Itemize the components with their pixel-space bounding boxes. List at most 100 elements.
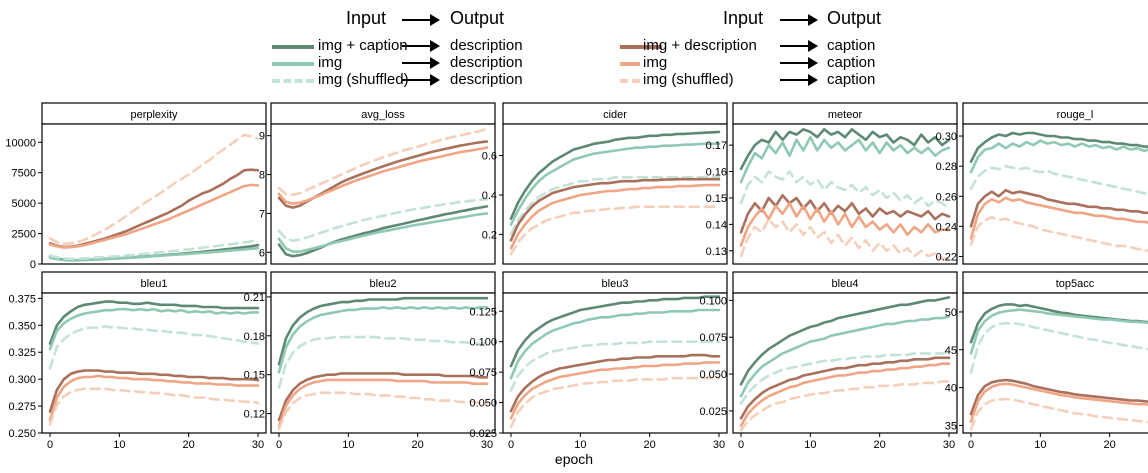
x-tick-label: 10 — [574, 439, 586, 451]
panel-avg_loss: avg_loss 6 7 8 9 — [259, 102, 496, 265]
y-tick-label: 0.30 — [936, 131, 957, 143]
panel-bleu4: bleu4 0.025 0.050 0.075 0.100 0 10 20 30 — [699, 271, 958, 451]
series-line-img_caption_to_description — [277, 296, 489, 366]
y-tick-label: 0.22 — [936, 251, 957, 263]
series-line-img_caption_to_description — [509, 295, 721, 368]
series-line-img_to_caption — [48, 183, 260, 249]
series-line-img_to_description — [509, 308, 721, 380]
series-line-img_description_to_caption — [969, 378, 1148, 416]
y-tick-label: 0.26 — [936, 191, 957, 203]
arrow-right-icon — [402, 40, 440, 52]
series-line-img_shuffled_to_description — [509, 175, 721, 236]
x-tick-label: 10 — [804, 439, 816, 451]
x-tick-label: 10 — [342, 439, 354, 451]
arrow-right-icon — [780, 57, 818, 69]
x-tick-label: 20 — [644, 439, 656, 451]
y-tick-label: 7500 — [12, 168, 36, 180]
series-line-img_description_to_caption — [969, 188, 1148, 228]
x-tick-label: 20 — [183, 439, 195, 451]
x-tick-label: 30 — [252, 439, 264, 451]
y-tick-label: 0.18 — [244, 331, 265, 343]
y-tick-label: 9 — [259, 131, 265, 143]
series-line-img_description_to_caption — [48, 369, 260, 413]
series-line-img_shuffled_to_caption — [277, 391, 489, 431]
y-tick-label: 45 — [945, 345, 957, 357]
y-tick-label: 0.6 — [482, 151, 497, 163]
x-tick-label: 10 — [1034, 439, 1046, 451]
y-tick-label: 0.14 — [706, 219, 727, 231]
panel-title: perplexity — [130, 109, 178, 121]
series-line-img_caption_to_description — [739, 296, 951, 386]
x-tick-label: 30 — [481, 439, 493, 451]
series-line-img_shuffled_to_caption — [509, 376, 721, 429]
x-tick-label: 20 — [874, 439, 886, 451]
x-tick-label: 30 — [713, 439, 725, 451]
arrow-right-icon — [780, 74, 818, 86]
y-tick-label: 0.325 — [8, 347, 36, 359]
panel-top5acc: top5acc 35 40 45 50 0 10 20 30 — [945, 271, 1148, 451]
series-line-img_shuffled_to_description — [48, 239, 260, 261]
series-line-img_description_to_caption — [509, 353, 721, 413]
panel-rouge_l: rouge_l 0.22 0.24 0.26 0.28 0.30 — [936, 102, 1148, 265]
x-tick-label: 30 — [943, 439, 955, 451]
panel-strip — [962, 102, 1148, 125]
panel-title: bleu3 — [602, 278, 629, 290]
legend-swatch — [620, 45, 662, 49]
plot-area — [270, 292, 496, 434]
legend-output-label: caption — [827, 71, 876, 88]
y-tick-label: 0.050 — [469, 398, 497, 410]
series-line-img_shuffled_to_description — [969, 164, 1148, 196]
series-line-img_description_to_caption — [509, 177, 721, 242]
series-line-img_caption_to_description — [277, 205, 489, 258]
series-line-img_shuffled_to_description — [509, 340, 721, 392]
y-tick-label: 0.16 — [706, 167, 727, 179]
panel-bleu3: bleu3 0.025 0.050 0.075 0.100 0.125 0 10 20 30 — [469, 271, 728, 451]
x-tick-label: 20 — [1104, 439, 1116, 451]
plot-area — [732, 123, 958, 265]
series-line-img_caption_to_description — [739, 128, 951, 171]
series-line-img_to_caption — [739, 201, 951, 247]
y-tick-label: 0.24 — [936, 221, 957, 233]
panel-title: top5acc — [1056, 278, 1095, 290]
series-line-img_shuffled_to_caption — [739, 217, 951, 261]
series-line-img_shuffled_to_caption — [739, 380, 951, 432]
y-tick-label: 0.15 — [706, 193, 727, 205]
y-tick-label: 0.17 — [706, 140, 727, 152]
legend-output-label: description — [450, 54, 523, 71]
y-tick-label: 0.100 — [469, 337, 497, 349]
legend-output-label: caption — [827, 37, 876, 54]
y-tick-label: 0.025 — [699, 406, 727, 418]
legend-input-label: img (shuffled) — [643, 71, 734, 88]
series-line-img_caption_to_description — [509, 130, 721, 220]
panel-title: bleu2 — [370, 278, 397, 290]
panel-title: cider — [603, 109, 627, 121]
panel-title: meteor — [828, 109, 863, 121]
series-line-img_to_description — [969, 308, 1148, 355]
y-tick-label: 0.21 — [244, 292, 265, 304]
x-tick-label: 0 — [968, 439, 974, 451]
y-tick-label: 0.300 — [8, 374, 36, 386]
y-tick-label: 0.025 — [469, 428, 497, 440]
y-tick-label: 0.125 — [469, 306, 497, 318]
series-line-img_to_description — [969, 139, 1148, 174]
legend-input-label: img — [643, 54, 668, 71]
panel-cider: cider 0.2 0.4 0.6 — [482, 102, 728, 265]
series-line-img_to_description — [277, 212, 489, 253]
panel-title: bleu1 — [141, 278, 168, 290]
y-tick-label: 0.4 — [482, 190, 497, 202]
x-tick-label: 0 — [47, 439, 53, 451]
legend-output-label: description — [450, 71, 523, 88]
plot-area — [962, 292, 1148, 434]
plot-area — [962, 123, 1148, 265]
x-tick-label: 0 — [508, 439, 514, 451]
series-line-img_caption_to_description — [969, 131, 1148, 163]
series-line-img_description_to_caption — [277, 372, 489, 422]
panel-meteor: meteor 0.13 0.14 0.15 0.16 0.17 — [706, 102, 958, 265]
series-line-img_shuffled_to_caption — [48, 133, 260, 246]
series-line-img_shuffled_to_description — [48, 325, 260, 370]
legend: Input Output img + caption description i… — [0, 0, 1148, 100]
series-line-img_shuffled_to_caption — [969, 397, 1148, 431]
series-line-img_to_description — [509, 142, 721, 226]
series-line-img_to_caption — [969, 382, 1148, 423]
